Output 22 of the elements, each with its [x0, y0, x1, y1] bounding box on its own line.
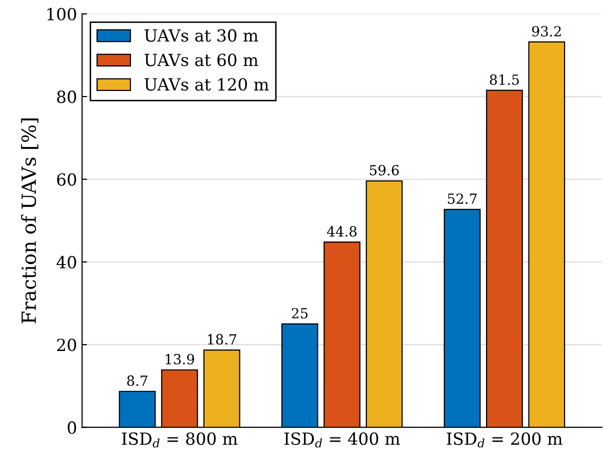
legend-label: UAVs at 120 m [144, 78, 269, 91]
data-label: 13.9 [166, 354, 194, 364]
legend-label: UAVs at 60 m [144, 54, 258, 66]
data-label: 52.7 [448, 193, 477, 204]
data-label: 25 [292, 308, 308, 319]
y-axis-title: Fraction of UAVs [%] [21, 118, 38, 324]
data-label: 18.7 [208, 334, 236, 345]
y-tick-label: 40 [56, 256, 76, 269]
x-tick-label: ISD$_{d}$ = 200 m [446, 432, 562, 448]
data-label: 44.8 [326, 226, 357, 237]
y-tick-label: 60 [57, 173, 76, 186]
x-tick-label: ISD$_{d}$ = 400 m [284, 432, 400, 448]
y-tick-label: 0 [68, 421, 76, 434]
data-label: 81.5 [490, 74, 519, 85]
x-tick-label: ISD$_{d}$ = 800 m [122, 432, 238, 448]
data-label: 8.7 [127, 375, 148, 386]
y-tick-label: 80 [57, 90, 76, 104]
data-label: 59.6 [370, 164, 399, 176]
y-tick-label: 20 [57, 338, 76, 352]
y-tick-label: 100 [47, 8, 76, 20]
legend-label: UAVs at 30 m [144, 29, 258, 42]
data-label: 93.2 [532, 26, 561, 37]
